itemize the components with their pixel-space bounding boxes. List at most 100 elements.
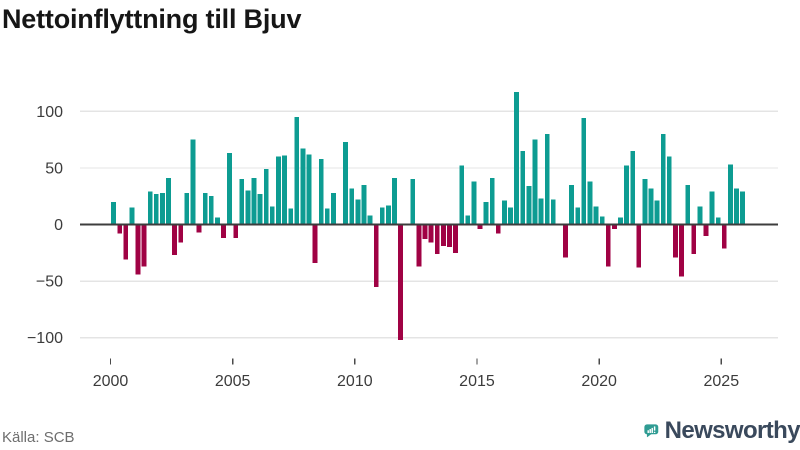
bar-2015-q3: [489, 178, 495, 225]
bar-2022-q3: [660, 133, 666, 225]
bar-2021-q2: [630, 150, 636, 225]
bar-2015-q4: [495, 224, 501, 234]
bar-2010-q2: [361, 184, 367, 225]
bar-2024-q2: [703, 224, 709, 236]
bar-2021-q4: [642, 179, 648, 225]
bar-2001-q3: [147, 191, 153, 225]
y-tick-label--50: −50: [36, 274, 63, 291]
bar-2022-q4: [666, 156, 672, 225]
bar-2017-q1: [526, 186, 532, 225]
bar-2007-q3: [294, 116, 300, 225]
bar-2022-q2: [654, 200, 660, 225]
bar-2001-q2: [141, 224, 147, 267]
bar-2015-q2: [483, 201, 489, 225]
bar-2011-q3: [392, 178, 397, 225]
bar-2002-q4: [178, 224, 184, 243]
bar-2017-q2: [532, 139, 538, 225]
bar-2007-q2: [288, 208, 294, 225]
bar-2008-q3: [318, 158, 324, 225]
bar-2010-q3: [367, 215, 373, 225]
bar-2019-q4: [593, 206, 599, 225]
bar-2017-q3: [538, 198, 544, 225]
bar-2005-q4: [251, 178, 257, 225]
y-tick-label-0: 0: [54, 217, 63, 234]
bar-2013-q1: [428, 224, 434, 243]
logo-bar-1: [647, 430, 649, 434]
bar-2011-q2: [385, 205, 391, 225]
bar-2025-q3: [734, 188, 739, 225]
y-tick-label--100: −100: [27, 330, 63, 347]
x-tick-label-2010: 2010: [337, 373, 373, 390]
bar-2011-q1: [379, 207, 385, 225]
bar-2012-q3: [416, 224, 422, 267]
bar-2010-q1: [355, 199, 361, 225]
bar-2000-q1: [111, 201, 116, 225]
bar-2005-q2: [239, 179, 245, 225]
logo-bubble: [644, 424, 659, 435]
bar-2003-q2: [190, 139, 196, 225]
bar-2004-q2: [214, 217, 220, 225]
bar-2004-q1: [208, 196, 214, 225]
bar-2012-q2: [410, 179, 416, 225]
bar-2014-q4: [471, 181, 477, 225]
x-tick-label-2005: 2005: [215, 373, 251, 390]
bar-2020-q1: [599, 216, 605, 225]
bar-2002-q3: [172, 224, 178, 256]
logo-bubble-tail: [646, 433, 652, 438]
bar-2020-q3: [611, 224, 617, 230]
bar-2004-q3: [221, 224, 226, 239]
logo-bar-2: [649, 428, 651, 434]
bar-2014-q2: [459, 165, 465, 225]
bar-2023-q4: [691, 224, 697, 254]
bar-2018-q4: [569, 184, 575, 225]
y-tick-label-100: 100: [36, 104, 63, 121]
bar-2023-q1: [673, 224, 678, 258]
bar-2006-q4: [276, 156, 281, 225]
bar-2020-q4: [618, 217, 623, 225]
source-label: Källa: SCB: [2, 429, 75, 446]
bar-2016-q3: [514, 92, 520, 225]
bar-2009-q3: [343, 141, 349, 225]
bar-2000-q4: [129, 207, 135, 225]
bar-2016-q2: [508, 207, 513, 225]
bar-2002-q2: [166, 178, 171, 225]
bar-2009-q4: [349, 188, 355, 225]
bar-chart-svg: 100 50 0 −50 −100 2000 2005 2010 2015 2020 2025: [27, 92, 778, 390]
bar-2001-q4: [153, 193, 159, 225]
bar-2019-q2: [581, 118, 587, 225]
bar-2008-q4: [324, 208, 330, 225]
bar-2025-q1: [721, 224, 727, 249]
logo-bar-3: [651, 427, 653, 434]
y-tick-label-50: 50: [45, 160, 63, 177]
bar-2025-q2: [728, 164, 733, 225]
x-tick-label-2000: 2000: [93, 373, 129, 390]
bar-chart: 100 50 0 −50 −100 2000 2005 2010 2015 2020 2025: [0, 80, 800, 400]
bar-2024-q4: [715, 217, 721, 225]
bar-2016-q1: [502, 200, 507, 225]
bar-2004-q4: [227, 153, 232, 225]
bar-2019-q1: [575, 207, 581, 225]
logo-exclamation-dot: [653, 431, 656, 434]
bar-2025-q4: [740, 191, 746, 225]
bar-2020-q2: [605, 224, 611, 267]
newsworthy-logo[interactable]: Newsworthy: [644, 412, 800, 450]
bar-2023-q3: [685, 184, 691, 225]
newsworthy-icon: [644, 424, 659, 438]
bar-2000-q3: [123, 224, 129, 260]
bar-2013-q2: [434, 224, 440, 254]
bar-2019-q3: [587, 181, 593, 225]
bar-2014-q3: [465, 215, 471, 225]
x-tick-label-2025: 2025: [704, 373, 740, 390]
bar-2024-q3: [709, 191, 715, 225]
bar-2022-q1: [648, 188, 654, 225]
bar-2016-q4: [520, 150, 526, 225]
newsworthy-wordmark: Newsworthy: [664, 417, 800, 444]
bar-2013-q4: [447, 224, 452, 248]
bar-2003-q4: [202, 192, 208, 225]
bar-2000-q2: [117, 224, 123, 234]
bar-2018-q3: [563, 224, 568, 258]
bar-2006-q1: [257, 193, 263, 225]
bar-2008-q2: [312, 224, 318, 263]
bar-2013-q3: [440, 224, 446, 247]
